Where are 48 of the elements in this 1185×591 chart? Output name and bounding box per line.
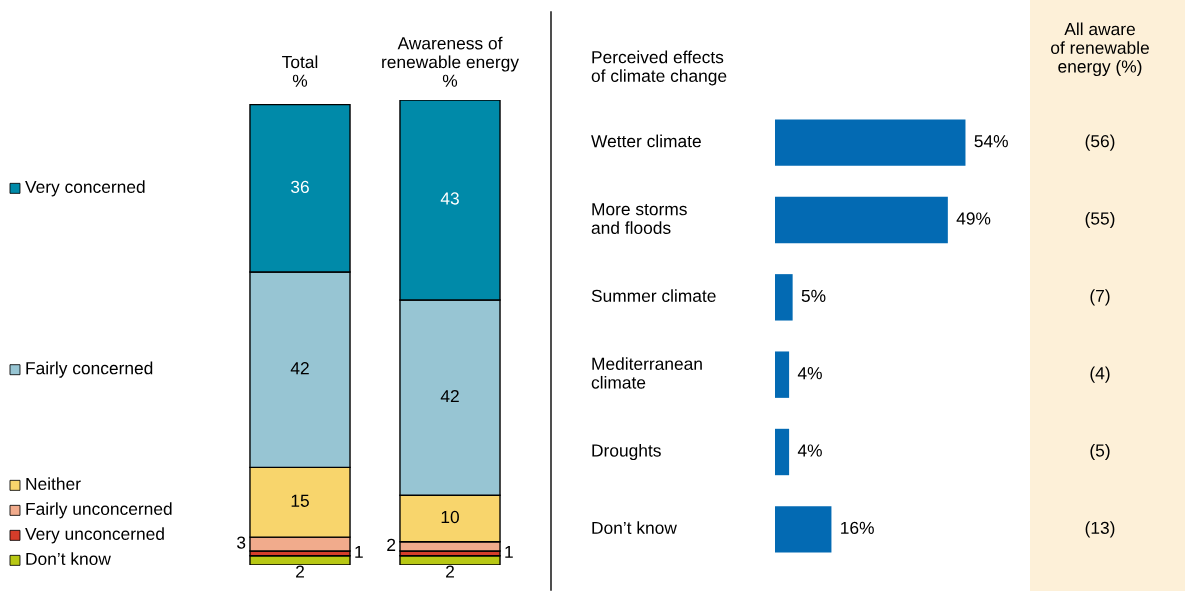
text: (7): [1090, 289, 1110, 306]
text: (56): [1085, 134, 1115, 151]
legend-label: Don’t know: [26, 552, 111, 566]
text: (5): [1090, 443, 1110, 461]
chart-title: Perceived effects of climate change: [591, 50, 727, 86]
bar: [775, 428, 790, 476]
legend-label: Fairly unconcerned: [26, 502, 172, 519]
data-label: 16%: [841, 521, 874, 534]
data-label: 5%: [801, 289, 826, 302]
bar: [399, 555, 501, 565]
data-label: 10: [441, 510, 459, 524]
data-label: 4%: [797, 444, 822, 457]
data-label: 49%: [956, 212, 991, 225]
text: (13): [1085, 521, 1115, 538]
legend-label: Fairly concerned: [26, 361, 153, 378]
data-label: 43: [440, 192, 459, 205]
bar: [775, 196, 948, 244]
data-label: 42: [290, 362, 309, 375]
data-label: 2: [296, 565, 304, 578]
data-label: 1: [505, 545, 513, 558]
text: All aware of renewable energy (%): [1051, 22, 1149, 77]
data-label: 36: [291, 180, 309, 194]
data-label: 4%: [797, 367, 822, 380]
data-label: 2: [387, 538, 396, 551]
bar: [249, 555, 351, 565]
legend-label: Neither: [26, 477, 81, 491]
bar: [775, 506, 832, 553]
bar: [775, 351, 790, 398]
legend-label: Very unconcerned: [25, 527, 164, 544]
y-tick-label: Summer climate: [591, 289, 716, 302]
x-tick-label: Awareness of renewable energy %: [382, 36, 519, 87]
y-tick-label: Droughts: [592, 443, 661, 461]
data-label: 42: [440, 389, 459, 403]
text: (4): [1090, 366, 1110, 383]
data-label: 2: [446, 565, 454, 578]
x-tick-label: Total %: [282, 55, 318, 87]
y-tick-label: Don’t know: [592, 521, 677, 534]
bar: [775, 274, 793, 321]
data-label: 1: [355, 545, 363, 558]
data-label: 3: [237, 536, 246, 549]
y-tick-label: Wetter climate: [591, 134, 701, 148]
bar: [775, 119, 966, 166]
legend-label: Very concerned: [25, 180, 145, 197]
y-tick-label: More storms and floods: [591, 203, 687, 235]
y-tick-label: Mediterranean climate: [591, 357, 702, 389]
text: (55): [1085, 211, 1115, 229]
data-label: 15: [291, 494, 309, 507]
data-label: 54%: [974, 135, 1008, 148]
